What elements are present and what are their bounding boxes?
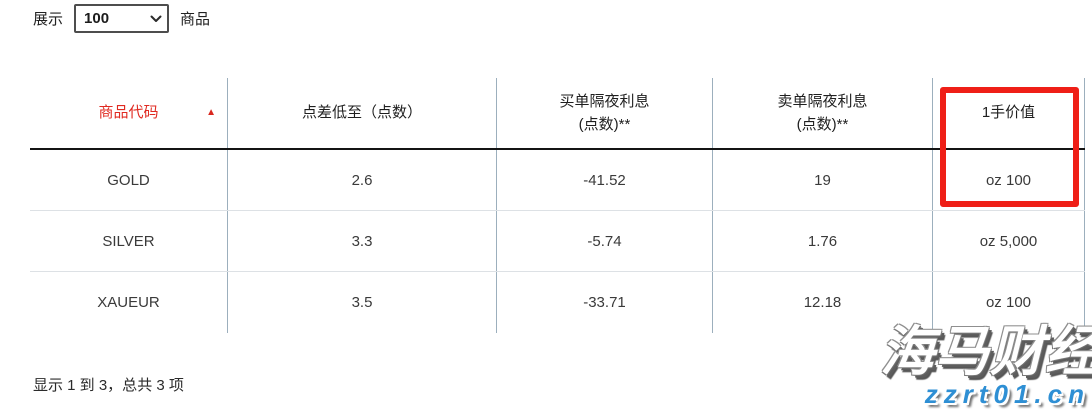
cell-buy-swap: -33.71 — [497, 272, 713, 333]
cell-sell-swap: 19 — [713, 150, 933, 210]
pagination-summary: 显示 1 到 3，总共 3 项 — [33, 377, 184, 394]
column-header-sell-swap[interactable]: 卖单隔夜利息 (点数)** — [713, 78, 933, 148]
column-header-sell-swap-line1: 卖单隔夜利息 — [777, 92, 868, 110]
cell-code: XAUEUR — [30, 272, 228, 333]
column-header-spread-label: 点差低至（点数） — [301, 104, 422, 122]
cell-sell-swap: 12.18 — [713, 272, 933, 333]
products-table: 商品代码 ▲ 点差低至（点数） 买单隔夜利息 (点数)** 卖单隔夜利息 (点数… — [30, 78, 1085, 333]
items-per-page-select[interactable]: 100 — [74, 4, 170, 33]
column-header-lot-value-label: 1手价值 — [981, 104, 1036, 122]
cell-buy-swap: -41.52 — [497, 150, 713, 210]
column-header-code-label: 商品代码 — [98, 104, 159, 122]
per-page-select-wrap: 100 — [74, 4, 170, 33]
show-label: 展示 — [33, 11, 64, 28]
items-label: 商品 — [180, 11, 211, 28]
per-page-controls: 展示 100 商品 — [33, 4, 210, 33]
cell-spread: 3.3 — [228, 211, 497, 271]
column-header-spread[interactable]: 点差低至（点数） — [228, 78, 497, 148]
table-row: GOLD 2.6 -41.52 19 oz 100 — [30, 150, 1085, 211]
cell-sell-swap: 1.76 — [713, 211, 933, 271]
cell-buy-swap: -5.74 — [497, 211, 713, 271]
cell-lot-value: oz 100 — [933, 150, 1085, 210]
cell-lot-value: oz 5,000 — [933, 211, 1085, 271]
table-header-row: 商品代码 ▲ 点差低至（点数） 买单隔夜利息 (点数)** 卖单隔夜利息 (点数… — [30, 78, 1085, 150]
cell-code: SILVER — [30, 211, 228, 271]
cell-lot-value: oz 100 — [933, 272, 1085, 333]
column-header-lot-value[interactable]: 1手价值 — [933, 78, 1085, 148]
column-header-buy-swap[interactable]: 买单隔夜利息 (点数)** — [497, 78, 713, 148]
column-header-sell-swap-line2: (点数)** — [796, 116, 849, 133]
table-row: XAUEUR 3.5 -33.71 12.18 oz 100 — [30, 272, 1085, 333]
column-header-buy-swap-line2: (点数)** — [578, 116, 631, 133]
cell-code: GOLD — [30, 150, 228, 210]
cell-spread: 3.5 — [228, 272, 497, 333]
sort-asc-icon: ▲ — [206, 106, 216, 118]
table-row: SILVER 3.3 -5.74 1.76 oz 5,000 — [30, 211, 1085, 272]
watermark: 海马财经 zzrt01.cn — [880, 324, 1092, 410]
column-header-code[interactable]: 商品代码 ▲ — [30, 78, 228, 148]
column-header-buy-swap-line1: 买单隔夜利息 — [559, 92, 650, 110]
cell-spread: 2.6 — [228, 150, 497, 210]
watermark-site: zzrt01.cn — [924, 379, 1090, 409]
